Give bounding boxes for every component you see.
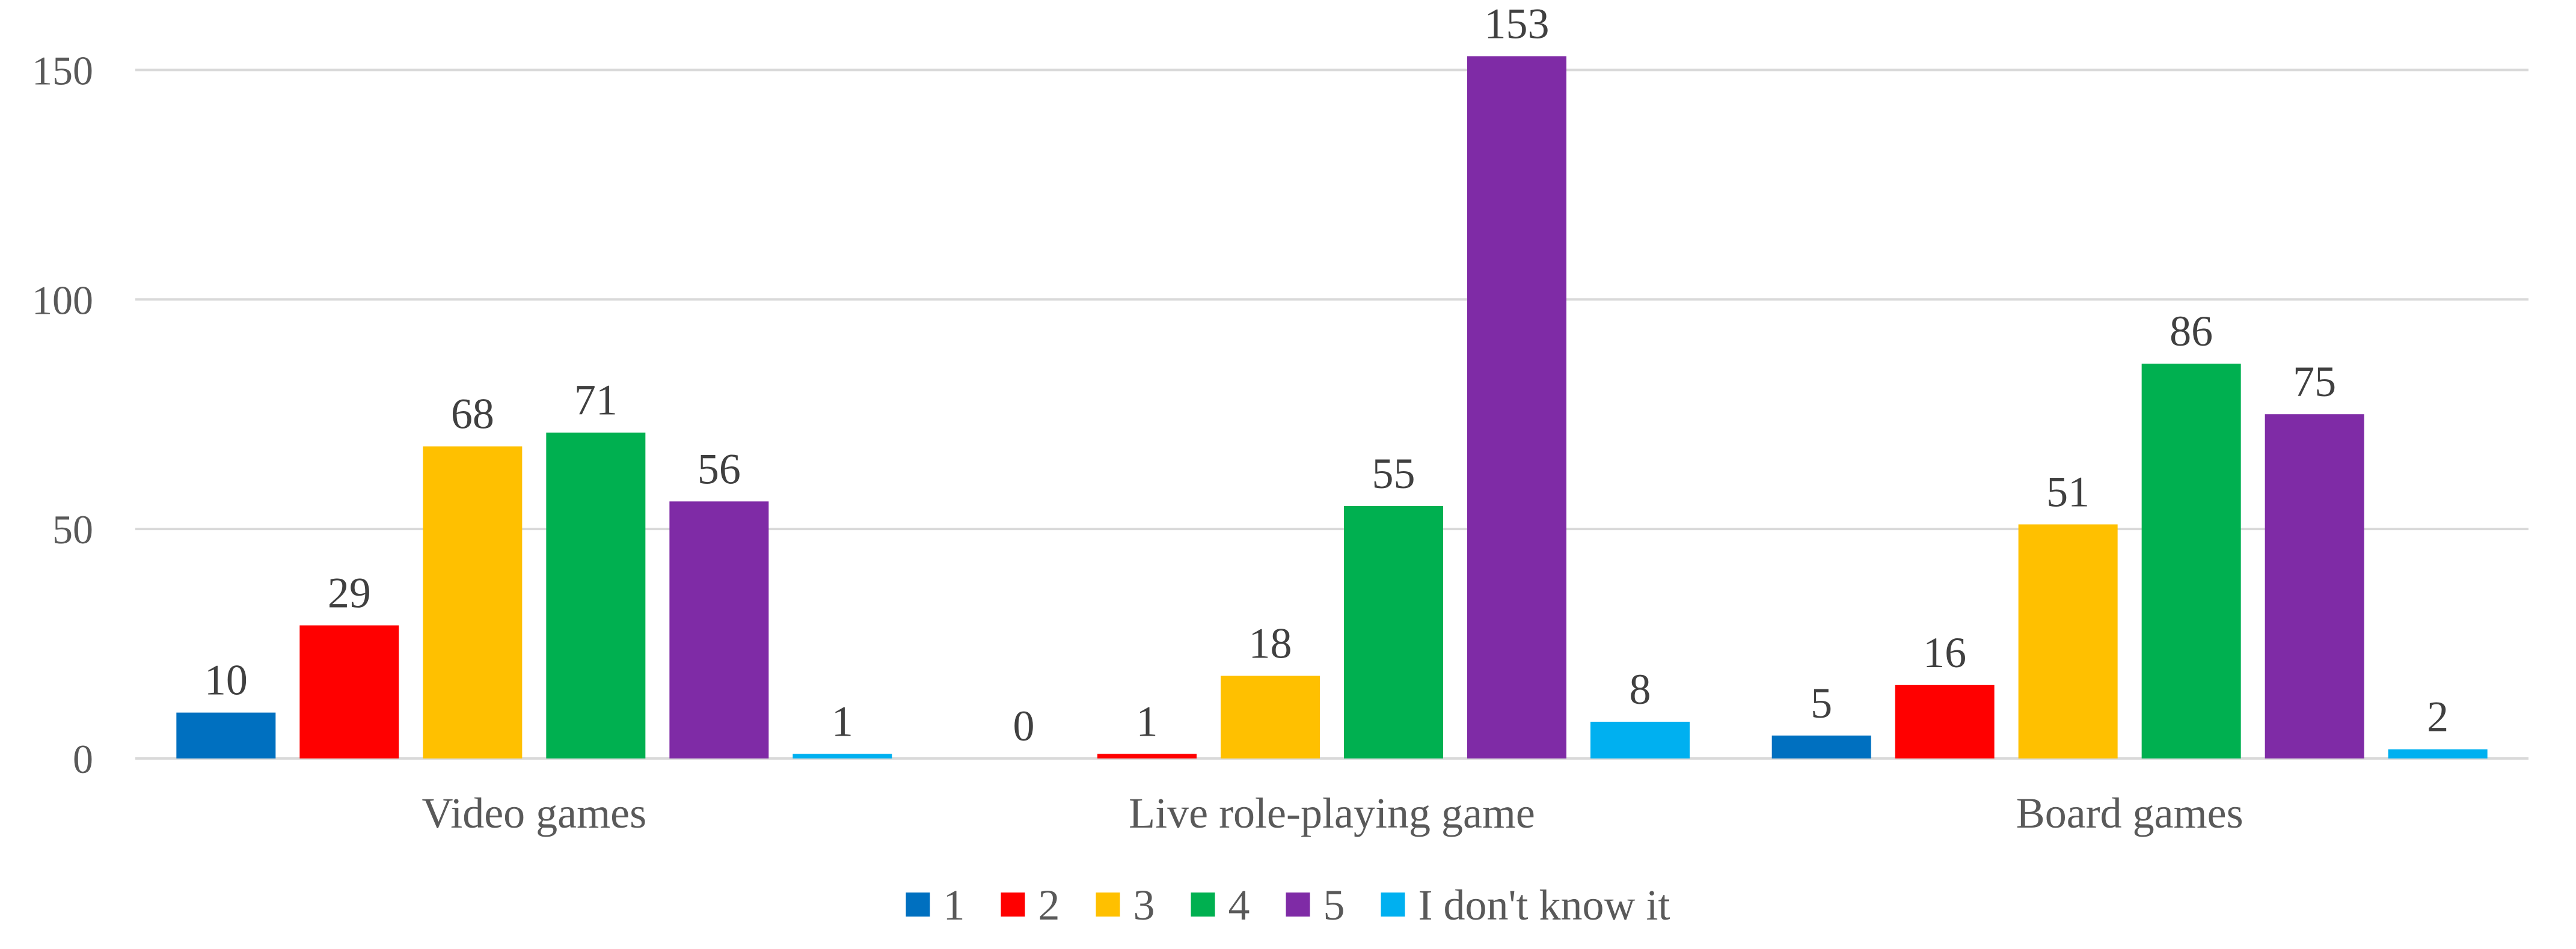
y-tick-label-100: 100	[32, 277, 93, 323]
gridlines	[135, 69, 2528, 760]
data-label-live-role-playing-game-i-don-t-know-it: 8	[1630, 665, 1651, 713]
legend: 1 2 3 4 5 I don't know it	[906, 881, 1670, 929]
bar-live-role-playing-game-5	[1467, 56, 1566, 758]
category-label-video-games: Video games	[422, 789, 647, 837]
bar-board-games-1	[1771, 735, 1871, 758]
legend-swatch-4	[1191, 893, 1215, 917]
data-label-live-role-playing-game-4: 55	[1372, 450, 1415, 498]
bar-board-games-5	[2265, 414, 2364, 758]
bars	[176, 56, 2488, 758]
data-label-video-games-i-don-t-know-it: 1	[832, 697, 853, 745]
bar-video-games-3	[423, 446, 523, 758]
data-label-live-role-playing-game-1: 0	[1013, 702, 1035, 750]
y-axis-ticks: 0 50 100 150	[32, 47, 93, 782]
bar-board-games-2	[1895, 685, 1995, 758]
bar-live-role-playing-game-3	[1221, 676, 1320, 758]
data-label-video-games-1: 10	[204, 656, 248, 704]
data-label-live-role-playing-game-3: 18	[1249, 620, 1292, 668]
data-label-board-games-5: 75	[2293, 358, 2336, 406]
data-label-video-games-2: 29	[328, 569, 371, 617]
data-label-live-role-playing-game-5: 153	[1485, 0, 1550, 47]
bar-video-games-2	[299, 625, 399, 758]
bar-board-games-i-don-t-know-it	[2388, 749, 2488, 758]
legend-label-i-don-t-know-it: I don't know it	[1418, 881, 1670, 929]
legend-swatch-1	[906, 893, 930, 917]
legend-label-2: 2	[1038, 881, 1060, 929]
data-label-board-games-1: 5	[1811, 679, 1832, 727]
bar-board-games-4	[2141, 364, 2241, 758]
data-label-live-role-playing-game-2: 1	[1136, 697, 1158, 745]
legend-label-3: 3	[1133, 881, 1155, 929]
bar-board-games-3	[2018, 524, 2118, 758]
x-axis-categories: Video games Live role-playing game Board g…	[422, 789, 2243, 837]
legend-swatch-3	[1096, 893, 1120, 917]
bar-video-games-i-don-t-know-it	[793, 754, 892, 758]
bar-live-role-playing-game-4	[1344, 505, 1443, 758]
y-tick-label-50: 50	[52, 507, 93, 552]
legend-label-4: 4	[1228, 881, 1250, 929]
bar-live-role-playing-game-i-don-t-know-it	[1590, 721, 1690, 758]
data-label-board-games-3: 51	[2046, 468, 2090, 516]
legend-swatch-2	[1001, 893, 1025, 917]
bar-video-games-1	[176, 712, 276, 758]
y-tick-label-150: 150	[32, 47, 93, 93]
category-label-live-role-playing-game: Live role-playing game	[1129, 789, 1535, 837]
bar-live-role-playing-game-2	[1097, 754, 1197, 758]
legend-label-1: 1	[943, 881, 965, 929]
category-label-board-games: Board games	[2016, 789, 2243, 837]
legend-swatch-i-don-t-know-it	[1381, 893, 1405, 917]
data-label-video-games-5: 56	[698, 445, 741, 493]
data-label-board-games-2: 16	[1923, 629, 1966, 677]
y-tick-label-0: 0	[73, 736, 93, 782]
legend-label-5: 5	[1323, 881, 1345, 929]
data-label-board-games-i-don-t-know-it: 2	[2427, 693, 2449, 741]
data-label-video-games-4: 71	[574, 376, 618, 424]
data-label-board-games-4: 86	[2170, 307, 2213, 355]
bar-video-games-5	[669, 501, 769, 758]
bar-video-games-4	[546, 432, 646, 758]
data-label-video-games-3: 68	[451, 390, 494, 438]
legend-swatch-5	[1286, 893, 1310, 917]
